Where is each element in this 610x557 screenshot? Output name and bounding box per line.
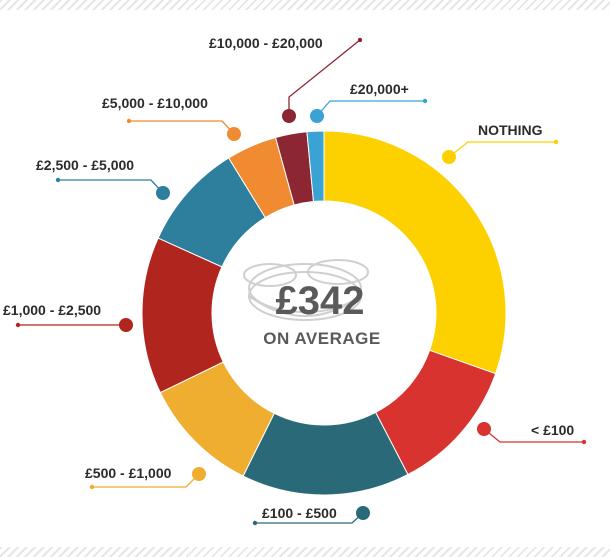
slice-callout-5000-10000: £5,000 - £10,000	[102, 95, 241, 141]
donut-slice-8	[306, 130, 325, 203]
slice-label-100-500: £100 - £500	[262, 505, 337, 521]
average-value: £342	[276, 279, 365, 323]
slice-label-20000-plus: £20,000+	[350, 81, 409, 97]
slice-label-under-100: < £100	[531, 422, 574, 438]
top-hatch-border	[0, 0, 610, 10]
slice-callout-20000-plus: £20,000+	[310, 81, 428, 123]
slice-label-2500-5000: £2,500 - £5,000	[36, 157, 134, 173]
slice-callout-under-100: < £100	[477, 422, 587, 445]
slice-callout-1000-2500: £1,000 - £2,500	[3, 302, 133, 332]
slice-label-5000-10000: £5,000 - £10,000	[102, 95, 208, 111]
coin-stack-icon	[243, 259, 369, 321]
slice-callout-nothing: NOTHING	[442, 122, 559, 164]
slice-callout-2500-5000: £2,500 - £5,000	[36, 157, 170, 200]
slice-label-10000-20000: £10,000 - £20,000	[209, 35, 323, 51]
bottom-hatch-border	[0, 547, 610, 557]
slice-label-nothing: NOTHING	[478, 122, 543, 138]
slices-group	[141, 130, 507, 496]
average-label: ON AVERAGE	[263, 329, 380, 348]
slice-label-500-1000: £500 - £1,000	[85, 465, 172, 481]
slice-label-1000-2500: £1,000 - £2,500	[3, 302, 101, 318]
slice-callout-100-500: £100 - £500	[252, 505, 370, 526]
slice-callout-10000-20000: £10,000 - £20,000	[209, 35, 363, 123]
slice-callout-500-1000: £500 - £1,000	[85, 465, 206, 490]
donut-slice-0	[323, 130, 507, 375]
